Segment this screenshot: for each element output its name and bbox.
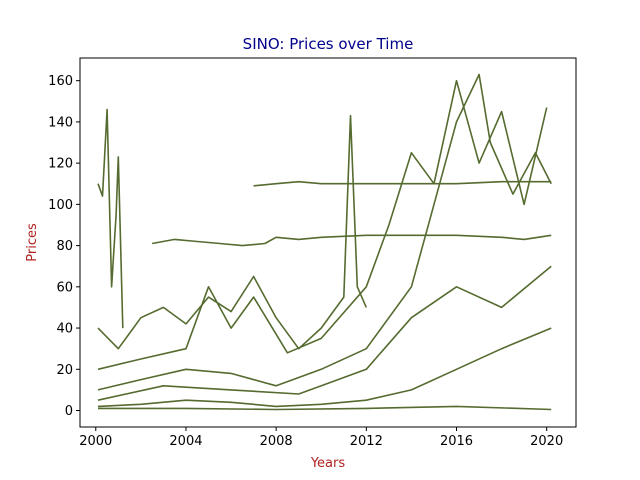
series-line-4	[97, 114, 368, 350]
x-tick-label: 2012	[350, 434, 383, 449]
x-axis: 2000 2004 2008 2012 2016 2020	[79, 427, 563, 449]
series-line-7	[97, 265, 552, 401]
series-line-6	[97, 73, 552, 391]
series-line-8	[97, 327, 552, 408]
chart-title: SINO: Prices over Time	[243, 35, 414, 53]
x-tick-label: 2000	[79, 434, 112, 449]
y-tick-label: 60	[56, 280, 73, 295]
y-tick-label: 40	[56, 322, 73, 337]
y-tick-label: 20	[56, 363, 73, 378]
series-layer	[97, 73, 552, 411]
series-line-1	[97, 108, 124, 329]
y-tick-label: 120	[48, 157, 73, 172]
x-tick-label: 2008	[260, 434, 293, 449]
y-tick-label: 160	[48, 74, 73, 89]
y-tick-label: 0	[65, 404, 73, 419]
x-tick-label: 2020	[530, 434, 563, 449]
series-line-5	[97, 79, 548, 371]
y-axis-label: Prices	[25, 223, 40, 262]
x-tick-label: 2004	[169, 434, 202, 449]
y-axis: 0 20 40 60 80 100 120 140 160	[48, 74, 80, 419]
plot-frame	[79, 57, 577, 428]
x-axis-label: Years	[310, 456, 346, 471]
y-tick-label: 140	[48, 115, 73, 130]
series-line-9	[98, 405, 552, 411]
series-line-2	[151, 234, 552, 247]
y-tick-label: 100	[48, 198, 73, 213]
series-line-3	[253, 180, 552, 187]
x-tick-label: 2016	[440, 434, 473, 449]
y-tick-label: 80	[56, 239, 73, 254]
